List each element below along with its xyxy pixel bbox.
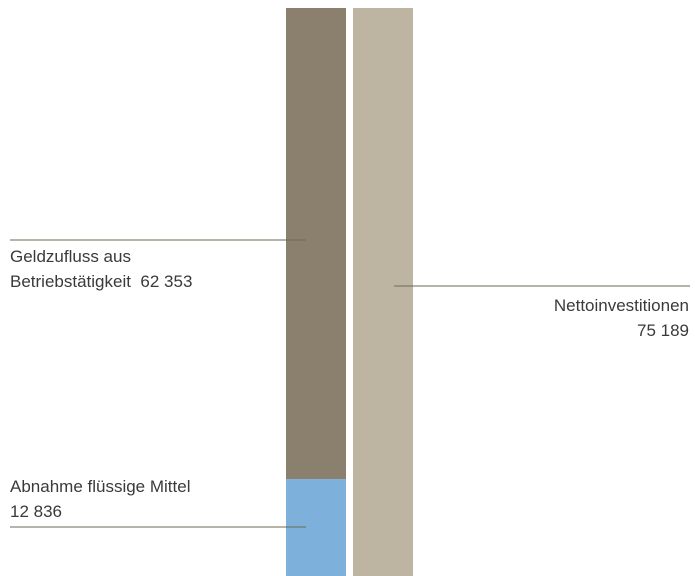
label-geldzufluss-line1: Geldzufluss aus xyxy=(10,247,131,266)
bar-abnahme-fluessige-mittel xyxy=(286,479,346,576)
label-abnahme-line1: Abnahme flüssige Mittel xyxy=(10,477,191,496)
label-abnahme-fluessige-mittel: Abnahme flüssige Mittel 12 836 xyxy=(10,474,190,524)
bar-nettoinvestitionen xyxy=(353,8,413,576)
label-netto-line1: Nettoinvestitionen xyxy=(553,296,689,315)
bar-geldzufluss xyxy=(286,8,346,480)
label-geldzufluss-line2: Betriebstätigkeit 62 353 xyxy=(10,272,193,291)
label-netto-line2: 75 189 xyxy=(637,321,689,340)
label-abnahme-line2: 12 836 xyxy=(10,502,62,521)
label-nettoinvestitionen: Nettoinvestitionen 75 189 xyxy=(554,293,689,343)
label-geldzufluss: Geldzufluss aus Betriebstätigkeit 62 353 xyxy=(10,244,192,294)
